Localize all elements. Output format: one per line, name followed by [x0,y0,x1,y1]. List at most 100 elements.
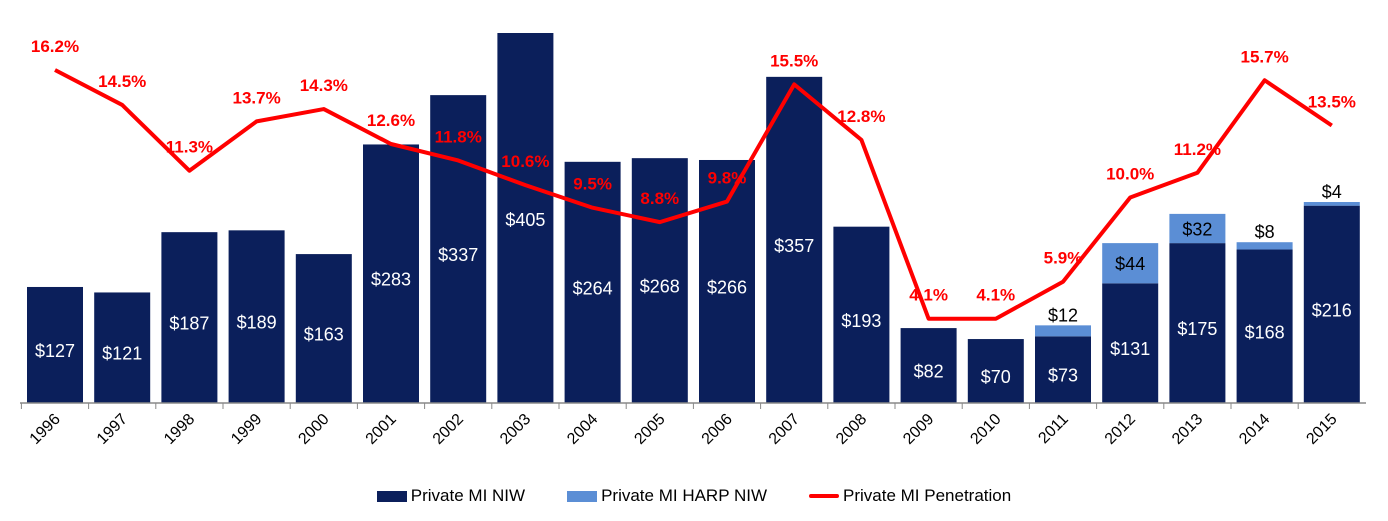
legend-swatch-harp [567,490,598,502]
penetration-data-label: 14.3% [300,76,348,95]
legend: Private MI NIW Private MI HARP NIW Priva… [0,486,1388,506]
bar-niw-1998 [161,232,218,403]
bar-niw-1997 [94,292,151,403]
niw-data-label: $264 [573,278,613,298]
bar-niw-2011 [1035,336,1091,403]
penetration-data-label: 15.5% [770,51,818,70]
legend-item-niw: Private MI NIW [376,486,526,506]
harp-data-label: $4 [1322,182,1342,202]
penetration-data-label: 15.7% [1240,47,1288,66]
bar-niw-2007 [766,76,823,403]
bar-niw-2014 [1236,249,1293,403]
penetration-data-label: 11.2% [1174,140,1221,159]
penetration-data-label: 5.9% [1044,249,1083,268]
x-tick-label: 1997 [94,411,131,448]
x-tick-label: 2015 [1303,411,1340,448]
penetration-data-label: 10.6% [501,152,549,171]
x-tick-label: 1999 [228,411,265,448]
niw-data-label: $163 [304,325,344,345]
bar-niw-2000 [295,254,352,403]
niw-data-label: $268 [640,277,680,297]
legend-label: Private MI Penetration [843,486,1012,505]
x-tick-label: 2008 [833,411,870,448]
penetration-data-label: 4.1% [909,286,948,305]
x-tick-label: 2000 [295,411,332,448]
penetration-data-label: 12.8% [837,107,885,126]
bar-harp-2013 [1169,213,1226,244]
niw-data-label: $187 [169,314,209,334]
niw-data-label: $168 [1245,322,1285,342]
x-tick-label: 2006 [699,411,736,448]
legend-label: Private MI HARP NIW [601,486,768,505]
niw-data-label: $405 [505,210,545,230]
harp-data-label: $8 [1255,222,1275,242]
bar-niw-2003 [497,33,554,403]
penetration-data-label: 13.5% [1308,93,1356,112]
bar-niw-2002 [430,95,487,403]
x-tick-label: 2010 [967,411,1004,448]
x-tick-label: 2007 [766,411,803,448]
x-tick-label: 2012 [1102,411,1139,448]
penetration-data-label: 11.8% [435,127,482,146]
penetration-data-label: 13.7% [232,88,280,107]
legend-label: Private MI NIW [410,486,526,505]
niw-data-label: $131 [1110,339,1150,359]
bar-harp-2014 [1236,242,1293,250]
bar-niw-2012 [1102,283,1159,403]
niw-data-label: $337 [438,245,478,265]
penetration-data-label: 9.8% [708,169,747,188]
x-tick-label: 2014 [1236,411,1273,448]
niw-data-label: $283 [371,270,411,290]
bar-niw-2015 [1303,205,1360,403]
niw-data-label: $127 [35,341,75,361]
niw-data-label: $70 [981,367,1011,387]
harp-data-label: $44 [1115,254,1145,274]
penetration-data-label: 10.0% [1106,164,1154,183]
x-tick-label: 2005 [631,411,668,448]
penetration-data-label: 16.2% [31,37,79,56]
x-tick-label: 2003 [497,411,534,448]
bar-harp-2012 [1102,243,1159,284]
penetration-data-label: 9.5% [573,175,612,194]
bar-harp-2015 [1303,202,1360,206]
x-tick-label: 2009 [900,411,937,448]
penetration-data-label: 8.8% [640,189,679,208]
niw-data-label: $189 [237,313,277,333]
harp-data-label: $12 [1048,305,1078,325]
penetration-data-label: 11.3% [166,138,213,157]
legend-swatch-penetration [809,494,840,498]
bar-niw-2005 [631,158,688,403]
bar-niw-1999 [228,230,285,403]
harp-data-label: $32 [1182,220,1212,240]
bar-niw-2013 [1169,243,1226,403]
x-tick-label: 2004 [564,411,601,448]
bar-harp-2011 [1035,325,1091,337]
niw-data-label: $73 [1048,366,1078,386]
x-tick-label: 1996 [27,411,64,448]
legend-item-harp: Private MI HARP NIW [567,486,767,506]
niw-data-label: $193 [841,311,881,331]
legend-item-penetration: Private MI Penetration [809,486,1011,506]
x-tick-label: 2001 [363,411,400,448]
niw-data-label: $121 [102,344,142,364]
bar-niw-2001 [363,144,419,403]
bar-niw-2009 [900,328,957,403]
penetration-line [54,68,1333,321]
x-tick-label: 2013 [1169,411,1206,448]
niw-data-label: $175 [1177,319,1217,339]
penetration-data-label: 14.5% [98,72,146,91]
x-tick-label: 2011 [1035,411,1071,447]
niw-data-label: $82 [914,362,944,382]
bar-niw-2010 [967,339,1024,403]
bar-niw-1996 [27,286,83,403]
penetration-data-label: 4.1% [976,286,1015,305]
niw-data-label: $216 [1312,300,1352,320]
x-tick-label: 1998 [161,411,198,448]
niw-data-label: $357 [774,236,814,256]
penetration-data-label: 12.6% [367,111,415,130]
legend-swatch-niw [376,490,407,502]
bar-niw-2008 [833,226,890,403]
x-tick-label: 2002 [430,411,467,448]
